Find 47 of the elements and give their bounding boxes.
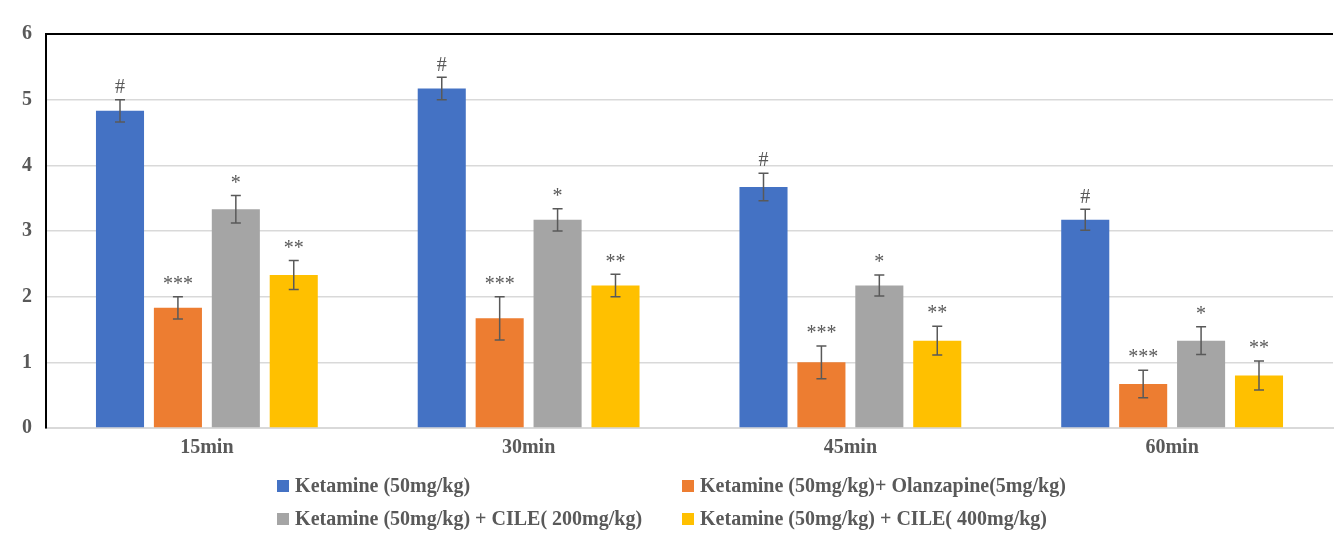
bar [591, 285, 640, 428]
bar [533, 219, 582, 428]
bar [153, 307, 202, 428]
x-tick-label: 15min [180, 435, 234, 458]
data-label: * [874, 250, 885, 273]
legend-label: Ketamine (50mg/kg) [295, 474, 471, 497]
data-label: ** [927, 301, 948, 324]
bar [1061, 219, 1110, 428]
data-label: # [436, 52, 447, 75]
bar [1119, 384, 1168, 428]
legend-label: Ketamine (50mg/kg)+ Olanzapine(5mg/kg) [700, 474, 1066, 497]
data-label: * [552, 183, 563, 206]
y-tick-label: 1 [22, 349, 32, 372]
x-tick-label: 45min [823, 435, 878, 458]
bar [269, 275, 318, 428]
bar [211, 209, 260, 428]
bar [475, 318, 524, 428]
legend-label: Ketamine (50mg/kg) + CILE( 400mg/kg) [700, 507, 1047, 530]
data-label: * [230, 170, 241, 193]
y-tick-label: 6 [22, 21, 32, 44]
y-tick-label: 2 [22, 283, 32, 306]
bar [1177, 340, 1226, 428]
data-label: *** [1128, 345, 1159, 368]
bar [739, 187, 788, 428]
y-tick-label: 0 [22, 415, 32, 438]
data-label: ** [1249, 336, 1269, 359]
bar [417, 88, 466, 428]
data-label: ** [605, 249, 626, 272]
x-tick-label: 60min [1145, 435, 1199, 458]
bar [913, 340, 962, 428]
legend-label: Ketamine (50mg/kg) + CILE( 200mg/kg) [295, 507, 643, 530]
data-label: # [758, 148, 769, 171]
data-label: * [1196, 302, 1207, 325]
x-tick-label: 30min [501, 435, 556, 458]
data-label: # [1080, 184, 1091, 207]
bar [797, 362, 846, 428]
y-tick-label: 4 [22, 152, 32, 175]
data-label: ** [283, 235, 304, 258]
y-tick-label: 3 [22, 218, 32, 241]
bar [1234, 375, 1284, 428]
data-label: *** [484, 271, 515, 294]
y-tick-label: 5 [22, 86, 32, 109]
data-label: *** [162, 271, 193, 294]
bar [95, 110, 145, 428]
data-label: *** [806, 321, 837, 344]
data-label: # [115, 74, 125, 97]
bar [855, 285, 904, 428]
